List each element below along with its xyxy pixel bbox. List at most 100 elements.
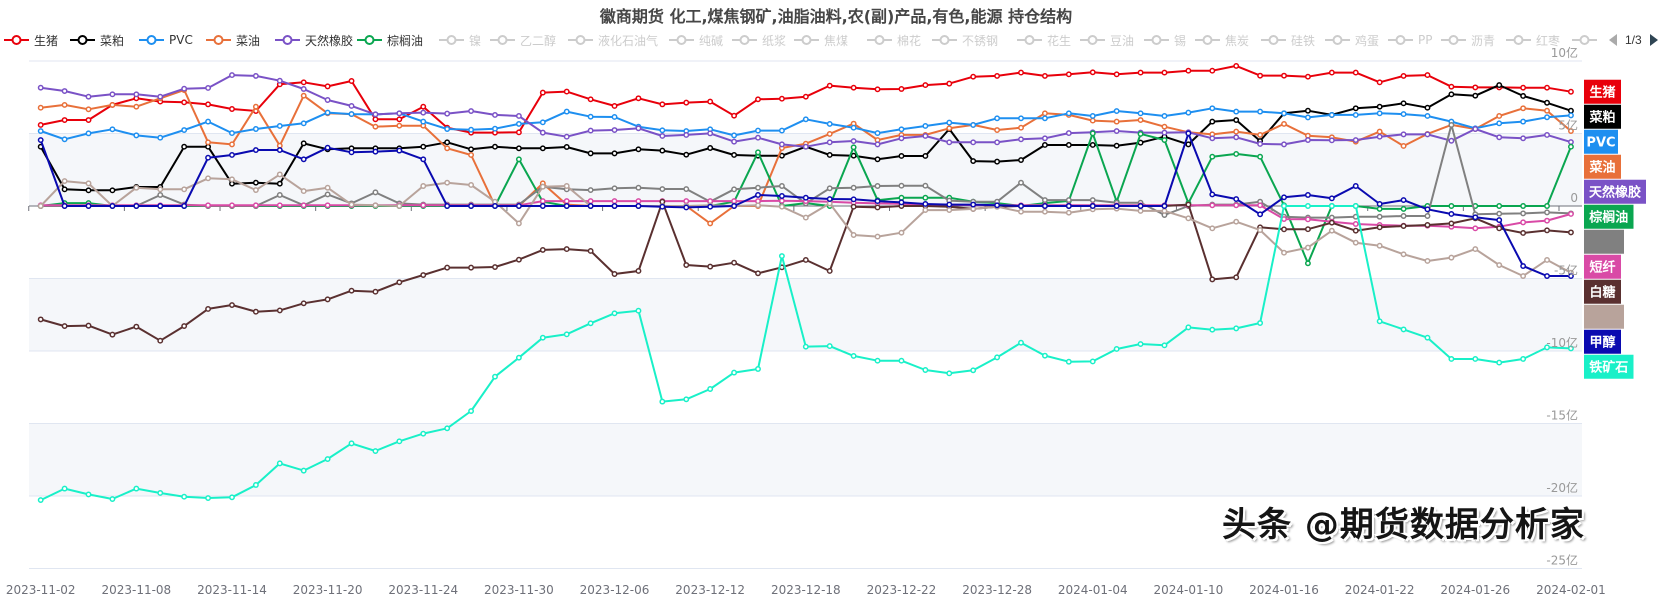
data-point (994, 127, 1001, 133)
data-point (420, 109, 427, 116)
data-point (1448, 211, 1455, 217)
data-point (252, 202, 259, 209)
data-point (1041, 135, 1048, 142)
legend-item[interactable]: 菜油 (206, 30, 260, 50)
data-point (778, 95, 785, 102)
data-point (611, 203, 618, 209)
data-point (37, 84, 44, 91)
data-point (133, 103, 140, 110)
data-point (778, 193, 785, 199)
data-point (229, 202, 235, 209)
legend-item-label: PP (1418, 33, 1433, 47)
data-point (1496, 82, 1503, 89)
data-point (1281, 194, 1287, 201)
legend-next-page-button[interactable] (1647, 31, 1661, 49)
data-point (1544, 209, 1550, 216)
data-point (252, 179, 259, 186)
data-point (515, 203, 522, 209)
legend-item[interactable]: 乙二醇 (490, 30, 556, 50)
data-point (1041, 203, 1048, 209)
data-point (372, 189, 379, 196)
data-point (898, 194, 905, 201)
legend-item[interactable]: 不锈钢 (932, 30, 998, 50)
legend-item[interactable]: 棉花 (867, 30, 921, 50)
data-point (731, 198, 738, 205)
data-point (1065, 358, 1072, 365)
data-point (1257, 320, 1264, 326)
data-point (1233, 117, 1240, 123)
data-point (1233, 128, 1240, 135)
series-lines (37, 62, 1574, 504)
data-point (1376, 201, 1383, 207)
legend-item[interactable]: 菜粕 (70, 30, 124, 50)
data-point (1018, 157, 1024, 163)
data-point (946, 201, 953, 208)
data-point (659, 398, 666, 405)
x-tick-label: 2023-11-30 (484, 583, 554, 597)
legend-item[interactable]: PVC (139, 30, 193, 50)
series-生猪 (37, 62, 1574, 136)
data-point (1448, 83, 1455, 90)
data-point (587, 127, 594, 134)
data-point (611, 127, 618, 133)
legend-prev-page-button[interactable] (1606, 31, 1620, 49)
data-point (85, 180, 92, 187)
data-point (1352, 69, 1359, 76)
data-point (1018, 69, 1024, 76)
legend-item[interactable]: 棕榈油 (357, 30, 423, 50)
data-point (1376, 103, 1383, 110)
x-tick-label: 2024-01-26 (1440, 583, 1510, 597)
data-point (1448, 137, 1455, 144)
legend-item[interactable] (1572, 30, 1602, 50)
legend-item[interactable]: 天然橡胶 (275, 30, 353, 50)
data-point (1209, 191, 1216, 198)
data-point (1352, 221, 1359, 227)
legend-item[interactable]: 焦煤 (794, 30, 848, 50)
data-point (515, 129, 522, 136)
data-point (922, 207, 929, 214)
data-point (1496, 113, 1503, 119)
legend-item[interactable]: 红枣 (1506, 30, 1560, 50)
legend-item[interactable]: 豆油 (1080, 30, 1134, 50)
data-point (1328, 203, 1335, 209)
data-point (1041, 115, 1048, 122)
x-tick-label: 2023-12-28 (962, 583, 1032, 597)
data-point (539, 183, 546, 190)
data-point (324, 184, 331, 191)
legend-item[interactable]: 鸡蛋 (1325, 30, 1379, 50)
legend-item[interactable]: 镍 (439, 30, 481, 50)
data-point (970, 121, 977, 128)
data-point (1400, 131, 1407, 138)
data-point (1233, 62, 1240, 69)
legend-item[interactable]: 花生 (1017, 30, 1071, 50)
data-point (133, 203, 140, 209)
data-point (300, 140, 307, 147)
data-point (276, 123, 283, 129)
data-point (1281, 141, 1287, 148)
data-point (229, 72, 235, 79)
legend-item[interactable]: 纯碱 (669, 30, 723, 50)
legend-item[interactable]: 液化石油气 (568, 30, 658, 50)
legend-item[interactable]: 焦炭 (1195, 30, 1249, 50)
data-point (276, 460, 283, 467)
data-point (922, 82, 929, 89)
legend-item-label: 纯碱 (699, 33, 724, 48)
legend-item[interactable]: 硅铁 (1261, 30, 1315, 50)
legend-item[interactable]: 纸浆 (732, 30, 786, 50)
legend-item[interactable]: 锡 (1144, 30, 1186, 50)
data-point (1400, 213, 1407, 219)
series-甲醇 (37, 130, 1574, 279)
legend-item[interactable]: 沥青 (1441, 30, 1495, 50)
data-point (1257, 211, 1264, 218)
data-point (324, 456, 331, 462)
data-point (563, 203, 570, 209)
data-point (444, 110, 451, 117)
data-point (1113, 108, 1120, 114)
legend-item[interactable]: 生猪 (4, 30, 58, 50)
legend-item[interactable]: PP (1388, 30, 1432, 50)
data-point (109, 187, 116, 194)
data-point (587, 187, 594, 194)
legend-pager: 1/3 (1606, 30, 1661, 50)
end-label: 菜粕 (1584, 104, 1621, 129)
data-point (1567, 229, 1574, 236)
